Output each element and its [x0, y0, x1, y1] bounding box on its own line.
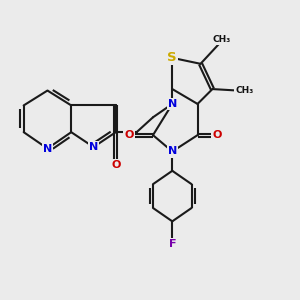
Text: O: O [124, 130, 134, 140]
Text: CH₃: CH₃ [235, 86, 253, 95]
Text: N: N [89, 142, 98, 152]
Text: F: F [169, 238, 176, 249]
Text: O: O [212, 130, 222, 140]
Text: N: N [43, 143, 52, 154]
Text: O: O [111, 160, 121, 170]
Text: N: N [168, 99, 177, 109]
Text: S: S [167, 51, 177, 64]
Text: N: N [168, 146, 177, 157]
Text: CH₃: CH₃ [212, 35, 230, 44]
